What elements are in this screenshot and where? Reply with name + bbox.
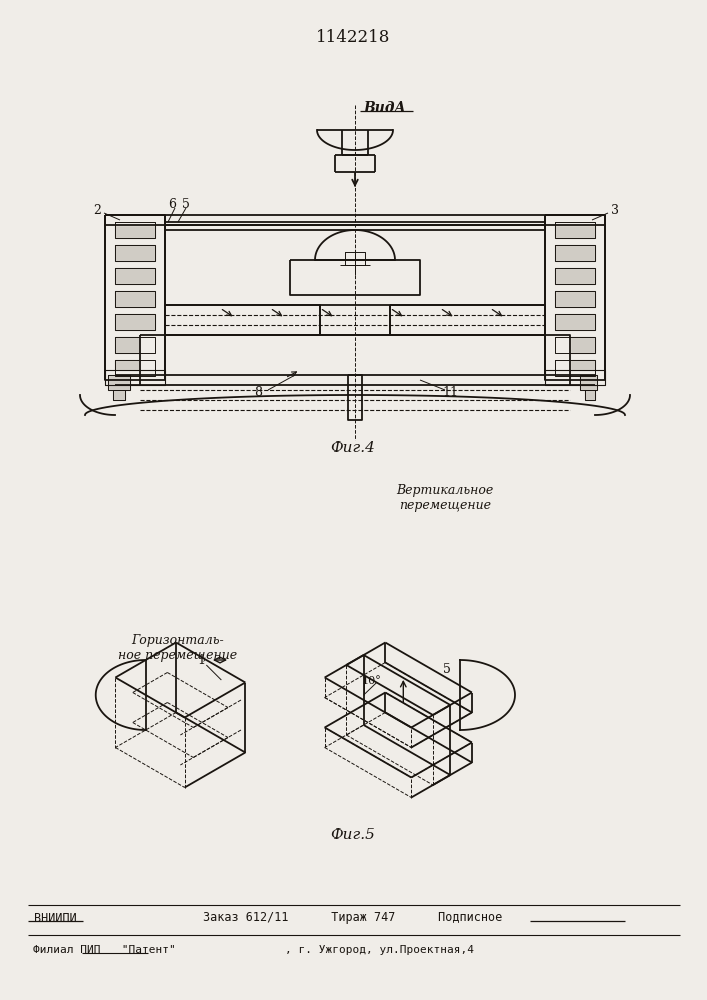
Polygon shape [545,215,605,380]
Text: 5: 5 [182,198,190,212]
Polygon shape [390,305,545,335]
Polygon shape [115,245,155,261]
Text: Заказ 612/11      Тираж 747      Подписное: Заказ 612/11 Тираж 747 Подписное [204,912,503,924]
Polygon shape [555,360,595,376]
Text: Филиал ПИП: Филиал ПИП [33,945,101,955]
Polygon shape [555,268,595,284]
Polygon shape [545,370,605,385]
Text: , г. Ужгород, ул.Проектная,4: , г. Ужгород, ул.Проектная,4 [286,945,474,955]
Text: 6: 6 [168,198,176,212]
Polygon shape [555,222,595,238]
Polygon shape [108,375,130,390]
Text: 11: 11 [442,386,458,399]
Text: Фиг.5: Фиг.5 [331,828,375,842]
Text: 5: 5 [443,663,450,676]
Polygon shape [115,291,155,307]
Polygon shape [140,335,570,375]
Polygon shape [105,215,165,380]
Polygon shape [585,390,595,400]
Polygon shape [555,314,595,330]
Text: ВНИИПИ: ВНИИПИ [34,912,76,924]
Polygon shape [105,215,605,225]
Polygon shape [345,252,365,265]
Polygon shape [555,337,595,353]
Polygon shape [348,375,362,420]
Polygon shape [115,360,155,376]
Polygon shape [165,305,320,335]
Text: 2: 2 [93,204,101,217]
Text: Вертикальное
перемещение: Вертикальное перемещение [397,484,493,512]
Text: 8: 8 [254,386,262,399]
Text: Горизонталь-
ное перемещение: Горизонталь- ное перемещение [119,634,238,662]
Text: "Патент": "Патент" [115,945,176,955]
Polygon shape [105,370,165,385]
Polygon shape [115,314,155,330]
Polygon shape [580,375,597,390]
Polygon shape [115,222,155,238]
Text: 3: 3 [611,204,619,217]
Polygon shape [115,268,155,284]
Text: ВидА: ВидА [363,101,407,115]
Polygon shape [555,291,595,307]
Polygon shape [115,337,155,353]
Polygon shape [290,260,420,295]
Text: 1142218: 1142218 [316,29,390,46]
Text: 10°: 10° [361,676,381,686]
Text: Фиг.4: Фиг.4 [331,441,375,455]
Polygon shape [113,390,125,400]
Polygon shape [555,245,595,261]
Text: 1: 1 [197,654,205,666]
